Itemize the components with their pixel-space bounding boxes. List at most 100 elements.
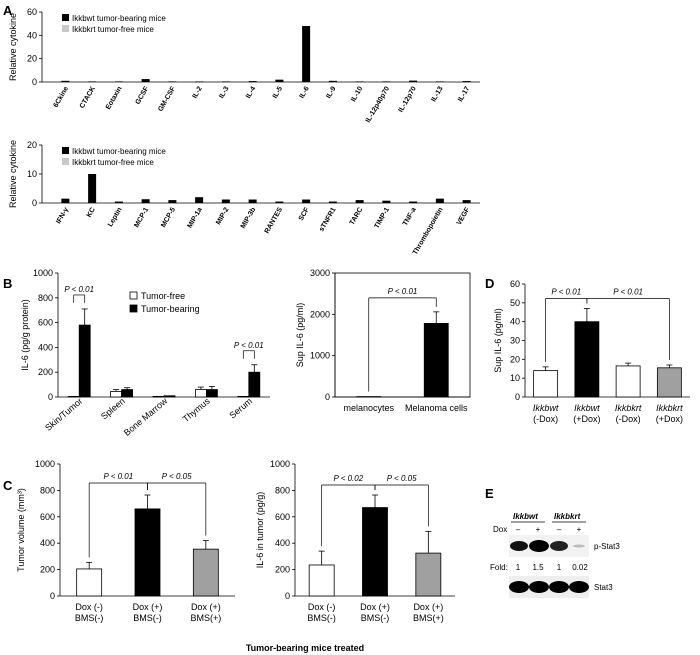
bar (328, 80, 337, 82)
y-tick-label: 0 (48, 392, 53, 402)
chart-a2: 0 10 20 Relative cytokine IFN-γ KC Leptin MCP-1… (8, 140, 480, 256)
x-tick-label: TNF-a (402, 206, 418, 227)
bar (462, 200, 471, 203)
x-tick-label: Melanoma cells (405, 403, 468, 413)
panel-label-c: C (3, 478, 13, 493)
blot-fold-2: 1.5 (532, 563, 544, 572)
y-tick-label: 1000 (33, 268, 53, 278)
y-tick-label: 10 (27, 169, 37, 179)
x-tick-label: melanocytes (343, 403, 394, 413)
y-axis-label: IL-6 in tumor (pg/g) (255, 492, 265, 569)
bar (355, 200, 364, 203)
blot-group-1: Ikkbwt (513, 512, 538, 521)
y-tick-label: 200 (40, 565, 55, 575)
y-tick-label: 600 (40, 512, 55, 522)
bar (435, 198, 444, 203)
bar (435, 81, 444, 82)
y-tick-label: 400 (40, 538, 55, 548)
x-tick-label: Dox (+) (191, 602, 221, 612)
x-tick-label: KC (86, 207, 97, 219)
x-tick-label: Thrombopoietin (412, 207, 445, 257)
blot-dox-2: + (536, 525, 541, 534)
bar (409, 80, 418, 82)
bar (168, 81, 177, 82)
bar (88, 174, 97, 203)
legend-swatch (62, 147, 69, 154)
x-tick-label: IL-17 (457, 85, 471, 103)
x-tick-label: RANTES (264, 206, 285, 235)
bar (615, 365, 641, 398)
x-tick-label: Serum (227, 396, 254, 421)
x-axis-label: Tumor-bearing mice treated (246, 643, 364, 653)
bar (302, 26, 311, 82)
x-tick-label: GCSF (135, 85, 151, 106)
y-tick-label: 800 (40, 485, 55, 495)
bar (114, 81, 123, 82)
p-value-label: P < 0.01 (103, 472, 133, 481)
western-blot: Ikkbwt Ikkbkrt Dox – + – + p-Stat3 Fold:… (490, 512, 620, 598)
bar (88, 81, 97, 82)
x-tick-label: 6Ckine (53, 85, 71, 108)
legend-label: Ikkbkrt tumor-free mice (72, 158, 154, 167)
x-tick-label: IL-4 (245, 85, 257, 99)
bar (275, 79, 284, 82)
x-tick-label: Thymus (181, 396, 212, 425)
y-tick-label: 800 (38, 293, 53, 303)
blot-fold-4: 0.02 (572, 563, 588, 572)
blot-dox-1: – (516, 525, 521, 534)
blot-dox-4: + (577, 525, 582, 534)
y-tick-label: 0 (285, 591, 290, 601)
x-tick-label: IL-12p70 (398, 85, 418, 113)
legend-label: Ikkbwt tumor-bearing mice (72, 14, 166, 23)
x-tick-label: (-Dox) (533, 414, 558, 424)
bar (574, 321, 600, 398)
y-axis-label: Tumor volume (mm³) (16, 488, 26, 572)
y-tick-label: 600 (38, 318, 53, 328)
x-tick-label: MCP-5 (160, 206, 177, 228)
bar (423, 323, 449, 398)
bar (205, 389, 218, 398)
bar (221, 199, 230, 203)
x-tick-label: IL-2 (192, 85, 204, 99)
bar (121, 389, 133, 398)
x-tick-label: TIMP-1 (374, 206, 392, 229)
y-tick-label: 200 (38, 367, 53, 377)
legend-swatch (129, 304, 138, 313)
x-tick-label: IFN-γ (55, 206, 70, 225)
bar (533, 370, 559, 398)
bar (248, 81, 257, 82)
legend-swatch (62, 158, 69, 165)
y-tick-label: 600 (275, 512, 290, 522)
bar (61, 198, 70, 203)
x-tick-label: TARC (349, 207, 365, 227)
p-value-label: P < 0.01 (613, 287, 643, 296)
x-tick-label: sTNFR1 (318, 206, 337, 232)
bar (355, 81, 364, 82)
bar (192, 548, 219, 597)
chart-c2: 0 200 400 600 800 1000 IL-6 in tumor (pg/g) Dox… (246, 459, 455, 653)
panel-label-e: E (485, 486, 494, 501)
bar (76, 568, 103, 597)
blot-row2-label: Stat3 (594, 583, 613, 592)
x-tick-label: (+Dox) (656, 414, 683, 424)
x-tick-label: Dox (+) (360, 602, 390, 612)
bar (382, 200, 391, 203)
bar (415, 552, 442, 597)
x-tick-label: IL-5 (272, 85, 284, 99)
y-tick-label: 2000 (310, 309, 330, 319)
bar (141, 199, 150, 203)
bar (248, 199, 257, 203)
blot-group-2: Ikkbkrt (554, 512, 581, 521)
blot-fold-1: 1 (516, 563, 521, 572)
p-value-label: P < 0.05 (387, 474, 417, 483)
x-tick-label: (-Dox) (616, 414, 641, 424)
x-tick-label: MIP-2 (215, 206, 230, 226)
x-tick-label: BMS(-) (307, 613, 336, 623)
panel-label-a: A (3, 3, 13, 18)
y-tick-label: 400 (38, 342, 53, 352)
bar (114, 201, 123, 203)
blot-fold-label: Fold: (490, 563, 508, 572)
